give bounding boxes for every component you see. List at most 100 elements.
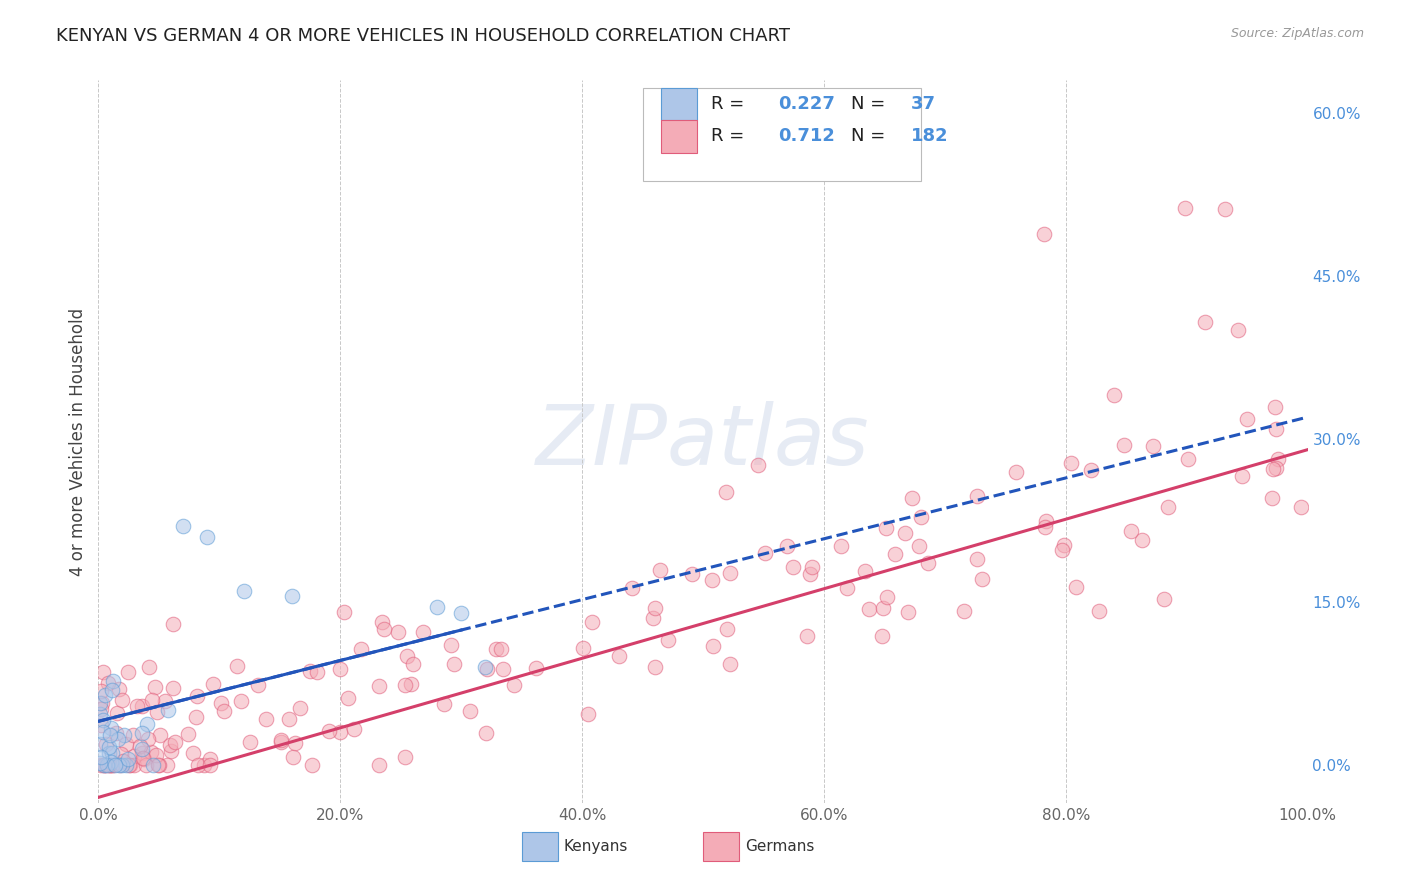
Point: [1142, 439, 1164, 453]
Point: [101, 673, 124, 688]
Point: [368, 757, 391, 772]
Point: [225, 658, 247, 673]
Point: [98, 728, 121, 742]
Point: [101, 683, 124, 698]
Point: [186, 709, 208, 723]
Point: [657, 632, 679, 647]
Point: [644, 660, 666, 674]
Point: [112, 728, 135, 742]
Point: [475, 726, 498, 740]
Point: [1088, 603, 1111, 617]
Point: [98, 757, 121, 772]
Point: [835, 582, 858, 596]
Point: [702, 639, 724, 653]
Point: [440, 638, 463, 652]
Point: [97, 747, 120, 761]
Point: [301, 757, 323, 772]
Point: [108, 757, 131, 772]
Point: [155, 694, 177, 708]
Point: [254, 712, 277, 726]
Point: [278, 712, 301, 726]
Point: [89, 706, 111, 721]
Point: [426, 600, 449, 615]
Text: Source: ZipAtlas.com: Source: ZipAtlas.com: [1230, 27, 1364, 40]
Point: [716, 622, 738, 636]
Point: [91, 665, 114, 679]
Point: [104, 757, 127, 772]
Point: [367, 679, 389, 693]
Point: [318, 724, 340, 739]
Point: [122, 757, 145, 772]
Point: [714, 485, 737, 500]
Point: [115, 757, 138, 772]
Point: [115, 738, 138, 752]
Point: [108, 757, 131, 772]
Point: [232, 583, 254, 598]
FancyBboxPatch shape: [661, 87, 697, 120]
Point: [111, 757, 134, 772]
Point: [281, 749, 304, 764]
Point: [198, 757, 221, 772]
Point: [394, 749, 416, 764]
Point: [1230, 468, 1253, 483]
Point: [89, 737, 111, 751]
Point: [142, 757, 165, 772]
Point: [1080, 463, 1102, 477]
Point: [329, 662, 352, 676]
Point: [1213, 202, 1236, 216]
Point: [1153, 592, 1175, 607]
Point: [132, 751, 155, 765]
Point: [186, 690, 208, 704]
Y-axis label: 4 or more Vehicles in Household: 4 or more Vehicles in Household: [69, 308, 87, 575]
Point: [97, 676, 120, 690]
Point: [117, 665, 139, 680]
Text: 0.227: 0.227: [778, 95, 835, 112]
Point: [489, 641, 512, 656]
Point: [394, 678, 416, 692]
Point: [875, 520, 897, 534]
Point: [96, 757, 118, 772]
Point: [98, 740, 121, 755]
Point: [1005, 465, 1028, 479]
Text: Kenyans: Kenyans: [564, 838, 628, 854]
Point: [1033, 520, 1056, 534]
Point: [159, 738, 181, 752]
Point: [332, 605, 354, 619]
Point: [782, 560, 804, 574]
Point: [139, 745, 162, 759]
Point: [148, 757, 170, 772]
Point: [796, 628, 818, 642]
Text: N =: N =: [851, 128, 890, 145]
Point: [1174, 201, 1197, 215]
Point: [433, 698, 456, 712]
Point: [117, 752, 139, 766]
Point: [129, 739, 152, 753]
Point: [581, 615, 603, 629]
Point: [747, 458, 769, 472]
Point: [1119, 524, 1142, 539]
Point: [90, 757, 112, 772]
Text: 0.712: 0.712: [778, 128, 835, 145]
Point: [754, 546, 776, 560]
Point: [131, 747, 153, 761]
Point: [966, 489, 988, 503]
Point: [1194, 314, 1216, 328]
Point: [830, 539, 852, 553]
Point: [111, 692, 134, 706]
Point: [118, 757, 141, 772]
Point: [131, 698, 153, 713]
Text: 37: 37: [911, 95, 936, 112]
Point: [1265, 422, 1288, 436]
Point: [474, 660, 496, 674]
Point: [281, 590, 304, 604]
Point: [107, 706, 129, 720]
Point: [96, 757, 118, 772]
Point: [100, 756, 122, 770]
Point: [872, 600, 894, 615]
Point: [305, 665, 328, 679]
Text: R =: R =: [711, 128, 751, 145]
Point: [401, 657, 423, 672]
Point: [212, 705, 235, 719]
Point: [101, 747, 124, 761]
Point: [884, 548, 907, 562]
